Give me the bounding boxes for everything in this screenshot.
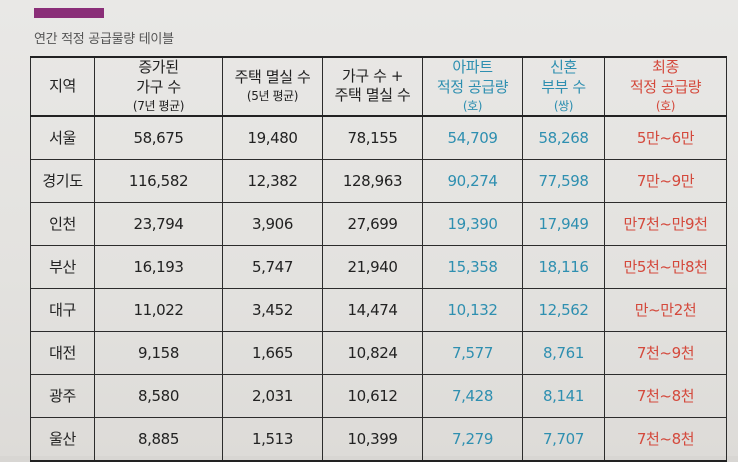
header-demolished: 주택 멸실 수 (5년 평균) [222, 56, 323, 117]
cell-demolished: 3,906 [222, 201, 323, 246]
cell-apt-supply: 7,428 [422, 373, 523, 418]
cell-region: 인천 [30, 201, 95, 246]
cell-households: 11,022 [94, 287, 223, 332]
cell-newlyweds: 18,116 [522, 244, 605, 289]
cell-final-supply: 만~만2천 [604, 287, 727, 332]
cell-sum: 78,155 [322, 115, 423, 160]
cell-final-supply: 만5천~만8천 [604, 244, 727, 289]
cell-apt-supply: 90,274 [422, 158, 523, 203]
cell-newlyweds: 77,598 [522, 158, 605, 203]
section-accent-bar [34, 8, 104, 18]
cell-final-supply: 7천~8천 [604, 373, 727, 418]
cell-final-supply: 5만~6만 [604, 115, 727, 160]
cell-final-supply: 만7천~만9천 [604, 201, 727, 246]
table-row: 부산 16,193 5,747 21,940 15,358 18,116 만5천… [30, 244, 727, 289]
cell-demolished: 5,747 [222, 244, 323, 289]
cell-demolished: 1,513 [222, 416, 323, 462]
header-apt-supply: 아파트 적정 공급량 (호) [422, 56, 523, 117]
cell-households: 58,675 [94, 115, 223, 160]
cell-apt-supply: 10,132 [422, 287, 523, 332]
cell-households: 8,580 [94, 373, 223, 418]
cell-newlyweds: 7,707 [522, 416, 605, 462]
table-row: 광주 8,580 2,031 10,612 7,428 8,141 7천~8천 [30, 373, 727, 418]
cell-newlyweds: 12,562 [522, 287, 605, 332]
header-sum: 가구 수 + 주택 멸실 수 [322, 56, 423, 117]
cell-demolished: 3,452 [222, 287, 323, 332]
cell-region: 부산 [30, 244, 95, 289]
cell-newlyweds: 58,268 [522, 115, 605, 160]
header-region: 지역 [30, 56, 95, 117]
cell-final-supply: 7천~9천 [604, 330, 727, 375]
cell-sum: 21,940 [322, 244, 423, 289]
cell-apt-supply: 19,390 [422, 201, 523, 246]
cell-households: 23,794 [94, 201, 223, 246]
cell-households: 16,193 [94, 244, 223, 289]
cell-sum: 10,399 [322, 416, 423, 462]
cell-final-supply: 7천~8천 [604, 416, 727, 462]
cell-apt-supply: 54,709 [422, 115, 523, 160]
cell-region: 대구 [30, 287, 95, 332]
cell-demolished: 1,665 [222, 330, 323, 375]
header-households: 증가된 가구 수 (7년 평균) [94, 56, 223, 117]
cell-households: 8,885 [94, 416, 223, 462]
cell-sum: 14,474 [322, 287, 423, 332]
cell-households: 116,582 [94, 158, 223, 203]
table-row: 울산 8,885 1,513 10,399 7,279 7,707 7천~8천 [30, 416, 727, 462]
cell-region: 대전 [30, 330, 95, 375]
header-row: 지역 증가된 가구 수 (7년 평균) 주택 멸실 수 (5년 평균) 가구 수… [30, 56, 727, 117]
cell-apt-supply: 7,577 [422, 330, 523, 375]
cell-apt-supply: 15,358 [422, 244, 523, 289]
cell-sum: 10,824 [322, 330, 423, 375]
table-row: 대전 9,158 1,665 10,824 7,577 8,761 7천~9천 [30, 330, 727, 375]
cell-sum: 27,699 [322, 201, 423, 246]
header-newlyweds: 신혼 부부 수 (쌍) [522, 56, 605, 117]
cell-demolished: 2,031 [222, 373, 323, 418]
table-row: 서울 58,675 19,480 78,155 54,709 58,268 5만… [30, 115, 727, 160]
cell-apt-supply: 7,279 [422, 416, 523, 462]
cell-region: 서울 [30, 115, 95, 160]
cell-sum: 128,963 [322, 158, 423, 203]
cell-households: 9,158 [94, 330, 223, 375]
cell-region: 광주 [30, 373, 95, 418]
cell-region: 경기도 [30, 158, 95, 203]
cell-sum: 10,612 [322, 373, 423, 418]
cell-final-supply: 7만~9만 [604, 158, 727, 203]
cell-newlyweds: 8,761 [522, 330, 605, 375]
table-row: 대구 11,022 3,452 14,474 10,132 12,562 만~만… [30, 287, 727, 332]
cell-demolished: 12,382 [222, 158, 323, 203]
table-caption: 연간 적정 공급물량 테이블 [34, 32, 174, 47]
cell-demolished: 19,480 [222, 115, 323, 160]
cell-region: 울산 [30, 416, 95, 462]
supply-table: 지역 증가된 가구 수 (7년 평균) 주택 멸실 수 (5년 평균) 가구 수… [30, 56, 727, 462]
table-row: 경기도 116,582 12,382 128,963 90,274 77,598… [30, 158, 727, 203]
header-final-supply: 최종 적정 공급량 (호) [604, 56, 727, 117]
cell-newlyweds: 8,141 [522, 373, 605, 418]
cell-newlyweds: 17,949 [522, 201, 605, 246]
table-row: 인천 23,794 3,906 27,699 19,390 17,949 만7천… [30, 201, 727, 246]
